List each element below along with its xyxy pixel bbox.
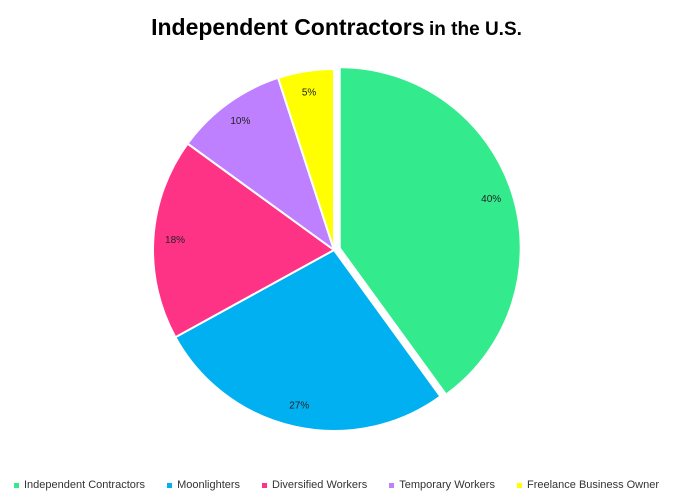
legend-label: Diversified Workers — [272, 479, 368, 491]
legend-label: Moonlighters — [177, 479, 241, 491]
legend-swatch — [13, 482, 19, 488]
chart-title-sub: in the U.S. — [429, 19, 522, 40]
legend-item-independent-contractors: Independent Contractors — [13, 479, 146, 491]
chart-title-main: Independent Contractors — [151, 14, 425, 40]
chart-title: Independent Contractors in the U.S. — [0, 14, 673, 41]
slice-label-independent-contractors: 40% — [481, 194, 501, 205]
legend-item-diversified-workers: Diversified Workers — [262, 479, 367, 491]
legend-item-moonlighters: Moonlighters — [167, 479, 240, 491]
slice-label-diversified-workers: 18% — [165, 235, 185, 246]
pie-labels: 40% 27% 18% 10% 5% — [165, 88, 501, 412]
legend-swatch — [389, 482, 395, 488]
legend-item-temporary-workers: Temporary Workers — [389, 479, 495, 491]
pie-slice-temporary-workers — [186, 76, 336, 253]
slice-label-temporary-workers: 10% — [230, 116, 250, 127]
legend-item-freelance-business-owner: Freelance Business Owner — [516, 479, 660, 491]
legend-label: Temporary Workers — [399, 479, 495, 491]
pie-slice-freelance-business-owner — [276, 67, 335, 251]
pie-slice-moonlighters — [174, 248, 442, 432]
pie-slices — [152, 66, 522, 432]
slice-label-freelance-business-owner: 5% — [302, 88, 317, 99]
legend-label: Independent Contractors — [23, 479, 146, 491]
pie-slice-diversified-workers — [152, 142, 336, 339]
slice-label-moonlighters: 27% — [289, 400, 309, 411]
chart-legend: Independent Contractors Moonlighters Diver… — [0, 476, 673, 494]
legend-swatch — [167, 482, 173, 488]
legend-swatch — [516, 482, 522, 488]
legend-swatch — [262, 482, 268, 488]
legend-label: Freelance Business Owner — [526, 479, 660, 491]
pie-slice-independent-contractors — [338, 66, 522, 396]
